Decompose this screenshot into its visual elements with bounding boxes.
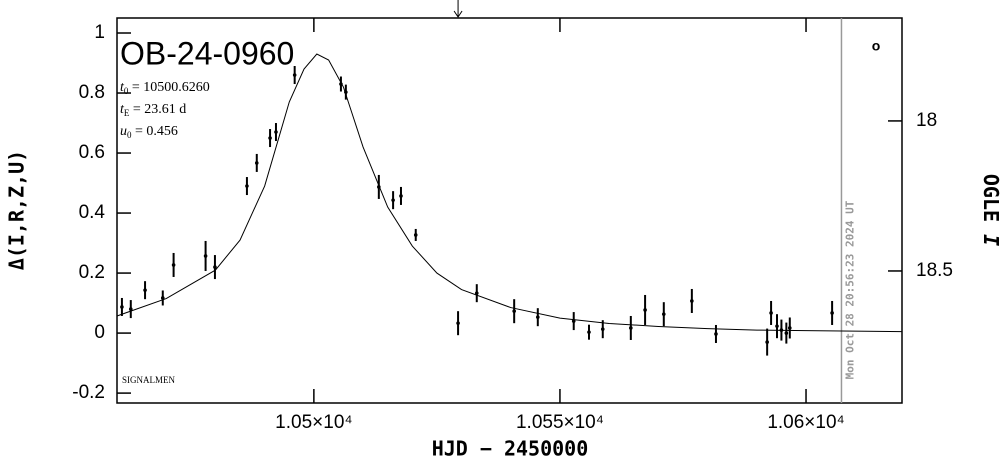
parameter: tE = 23.61 d — [120, 102, 186, 118]
param-text: = 10500.6260 — [128, 80, 209, 95]
x-tick-label: 1.05×10⁴ — [275, 412, 352, 433]
model-curve — [116, 53, 903, 333]
x-tick-label: 1.055×10⁴ — [516, 412, 604, 433]
credit: SIGNALMEN — [122, 375, 175, 385]
data-point — [512, 309, 516, 313]
y2-label-text: OGLE — [980, 174, 1004, 234]
data-point — [160, 296, 165, 300]
data-point — [245, 184, 249, 188]
y-tick-label: 0.2 — [79, 262, 105, 283]
data-point — [535, 315, 540, 319]
data-point — [254, 161, 259, 165]
y-tick-label: 0.4 — [79, 202, 106, 223]
data-point — [268, 136, 272, 140]
data-point — [274, 130, 278, 134]
data-point — [629, 326, 633, 330]
param-subscript: 0 — [127, 130, 132, 140]
plot-frame — [116, 17, 903, 404]
param-symbol: u — [120, 124, 127, 139]
y2-tick-label: 18.5 — [916, 260, 953, 281]
data-point — [784, 331, 789, 335]
param-subscript: 0 — [124, 86, 129, 96]
data-point — [143, 288, 147, 292]
data-point — [474, 291, 479, 295]
param-text: = 23.61 d — [129, 102, 186, 117]
data-point — [830, 311, 834, 315]
y2-axis-label: OGLE I — [980, 174, 1004, 246]
data-point — [203, 254, 208, 258]
data-point — [171, 263, 176, 267]
data-point — [765, 340, 769, 344]
parameter: u0 = 0.456 — [120, 124, 178, 140]
x-tick-label: 1.06×10⁴ — [767, 412, 844, 433]
data-point — [787, 326, 792, 330]
marker-symbol: o — [872, 38, 881, 54]
y2-label-italic: I — [980, 234, 1004, 246]
data-point — [213, 265, 217, 269]
data-point — [587, 330, 591, 334]
data-point — [661, 312, 666, 316]
y2-tick-label: 18 — [916, 110, 937, 131]
data-point — [643, 308, 647, 312]
y-tick-label: 0 — [94, 322, 105, 343]
x-axis-label: HJD − 2450000 — [432, 437, 589, 459]
data-point — [600, 327, 605, 331]
data-point — [292, 73, 297, 77]
param-text: = 0.456 — [132, 124, 178, 139]
data-point — [413, 233, 418, 237]
data-point — [128, 307, 133, 311]
data-point — [769, 311, 773, 315]
arrow — [453, 0, 463, 18]
param-symbol: t — [120, 102, 125, 117]
y-tick-label: 0.8 — [79, 82, 105, 103]
data-point — [120, 305, 124, 309]
data-point — [399, 194, 403, 198]
y-axis-label: Δ(I,R,Z,U) — [5, 150, 29, 270]
data-point — [714, 332, 718, 336]
y-tick-label: 0.6 — [79, 142, 105, 163]
data-point — [456, 321, 460, 325]
data-point — [391, 198, 395, 202]
chart-title: OB-24-0960 — [120, 35, 294, 71]
timestamp: Mon Oct 28 20:56:23 2024 UT — [843, 200, 856, 379]
param-symbol: t — [120, 80, 125, 95]
data-point — [775, 324, 779, 328]
parameter: t0 = 10500.6260 — [120, 80, 210, 96]
data-point — [690, 299, 694, 303]
param-subscript: E — [124, 108, 130, 118]
y-tick-label: -0.2 — [72, 382, 105, 403]
y-tick-label: 1 — [94, 22, 105, 43]
